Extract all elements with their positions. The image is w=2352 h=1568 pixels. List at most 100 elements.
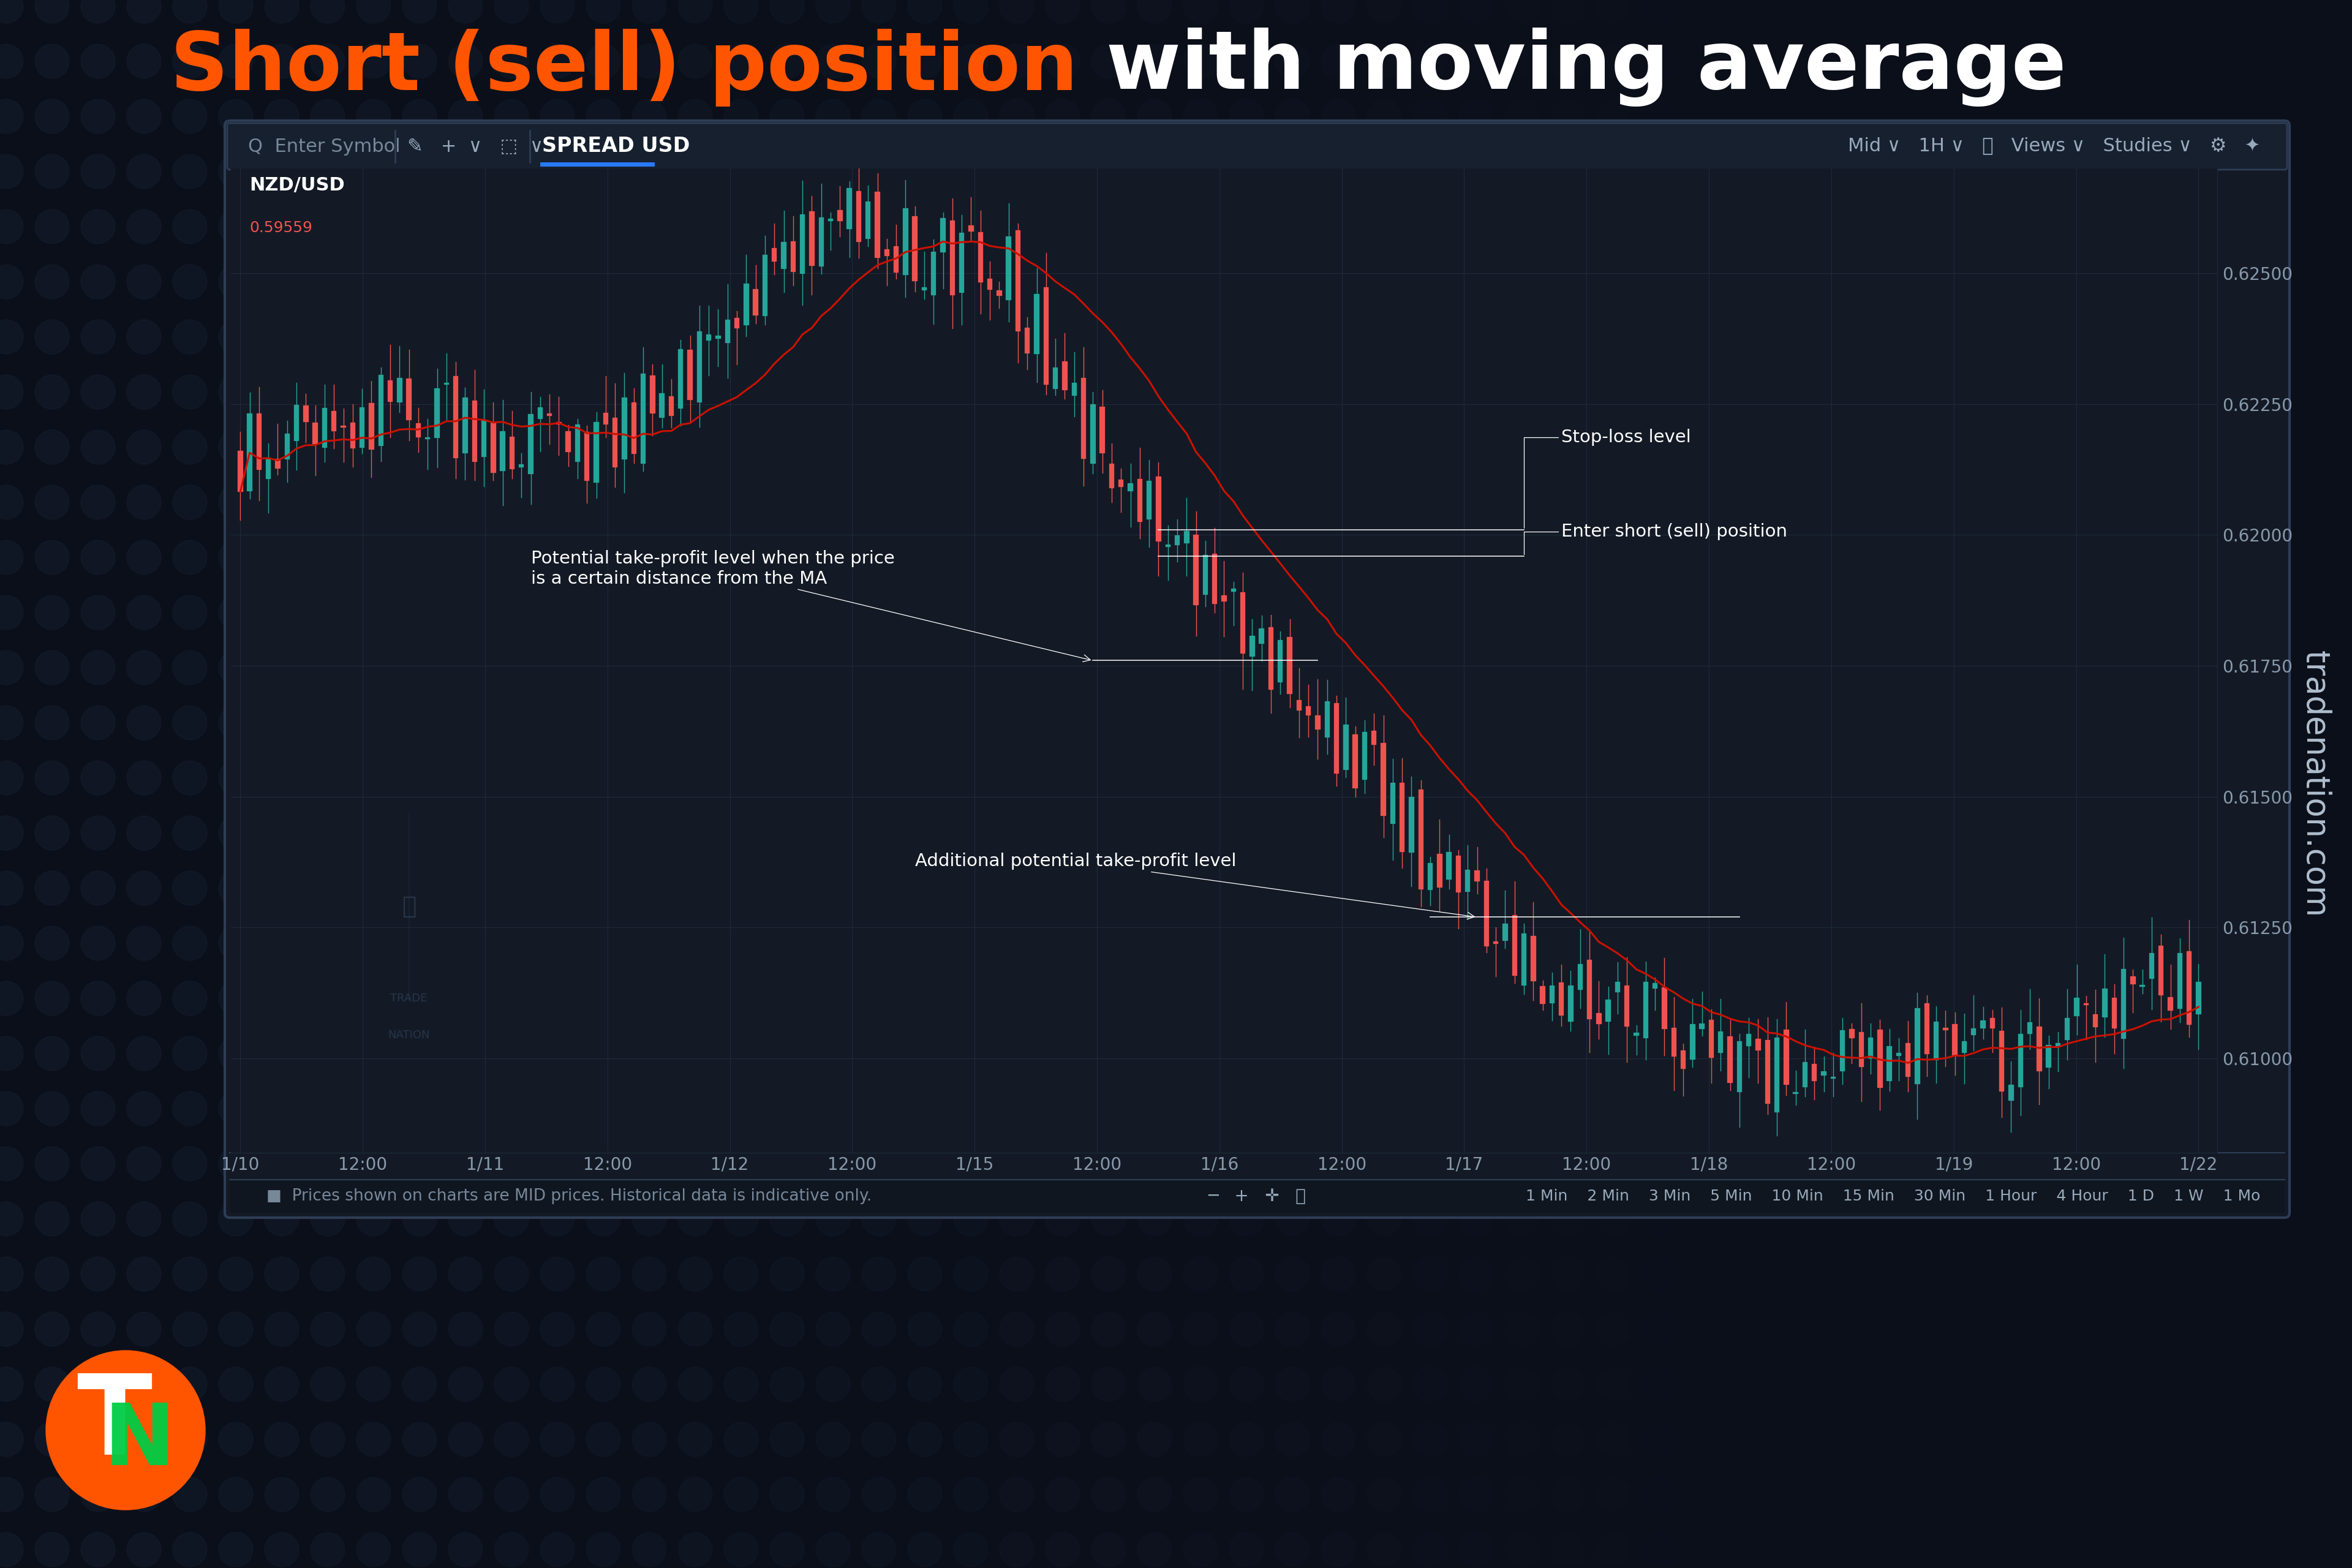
Circle shape — [1642, 320, 1677, 354]
Circle shape — [1642, 1422, 1677, 1457]
Circle shape — [1505, 760, 1538, 795]
Text: Q  Enter Symbol: Q Enter Symbol — [247, 138, 400, 155]
Circle shape — [953, 1258, 988, 1290]
Circle shape — [127, 1477, 160, 1512]
Circle shape — [816, 982, 849, 1016]
Circle shape — [1642, 1312, 1677, 1347]
Bar — [875, 191, 880, 257]
Circle shape — [677, 1477, 713, 1512]
Circle shape — [449, 430, 482, 464]
Circle shape — [0, 154, 24, 188]
Circle shape — [80, 99, 115, 133]
Circle shape — [1183, 485, 1218, 519]
Circle shape — [861, 1312, 896, 1347]
Circle shape — [1367, 760, 1402, 795]
Circle shape — [80, 1091, 115, 1126]
Circle shape — [449, 541, 482, 574]
Bar — [677, 348, 682, 409]
Circle shape — [1275, 870, 1310, 905]
Circle shape — [1414, 154, 1446, 188]
Circle shape — [586, 485, 621, 519]
Bar — [1541, 986, 1545, 1004]
Circle shape — [0, 210, 24, 243]
Circle shape — [1275, 1036, 1310, 1071]
Circle shape — [1000, 320, 1035, 354]
Circle shape — [1550, 430, 1585, 464]
Circle shape — [1550, 44, 1585, 78]
Circle shape — [677, 485, 713, 519]
Circle shape — [1505, 1201, 1538, 1236]
Bar — [1446, 851, 1451, 880]
Circle shape — [677, 1312, 713, 1347]
Circle shape — [1138, 927, 1171, 960]
Circle shape — [769, 870, 804, 905]
Circle shape — [1138, 982, 1171, 1016]
Circle shape — [402, 265, 437, 299]
Circle shape — [494, 815, 529, 850]
Circle shape — [953, 982, 988, 1016]
Circle shape — [677, 815, 713, 850]
Circle shape — [80, 0, 115, 24]
Circle shape — [1597, 430, 1630, 464]
Circle shape — [1414, 1146, 1446, 1181]
Circle shape — [953, 44, 988, 78]
Bar — [1736, 1041, 1743, 1093]
Circle shape — [0, 651, 24, 685]
Bar — [1522, 933, 1526, 986]
Circle shape — [1183, 1477, 1218, 1512]
Circle shape — [908, 265, 943, 299]
Circle shape — [1275, 430, 1310, 464]
Circle shape — [953, 1367, 988, 1402]
Bar — [762, 256, 767, 317]
Circle shape — [1505, 982, 1538, 1016]
Bar — [2159, 946, 2164, 996]
Circle shape — [1230, 1367, 1263, 1402]
Circle shape — [1138, 596, 1171, 630]
Circle shape — [1091, 0, 1127, 24]
Bar — [1952, 1024, 1957, 1055]
Bar — [630, 403, 637, 455]
Circle shape — [1642, 485, 1677, 519]
Bar — [913, 216, 917, 281]
Circle shape — [494, 1146, 529, 1181]
Circle shape — [1414, 541, 1446, 574]
Circle shape — [35, 265, 68, 299]
Circle shape — [769, 1477, 804, 1512]
Bar — [931, 251, 936, 295]
Bar — [847, 188, 851, 229]
Circle shape — [1138, 1422, 1171, 1457]
Circle shape — [908, 485, 943, 519]
Circle shape — [1367, 1312, 1402, 1347]
Circle shape — [1550, 1146, 1585, 1181]
Circle shape — [172, 44, 207, 78]
Bar — [1202, 555, 1209, 594]
Circle shape — [263, 154, 299, 188]
Circle shape — [541, 210, 574, 243]
Bar — [1663, 988, 1668, 1029]
Circle shape — [1047, 1312, 1080, 1347]
Circle shape — [1367, 1367, 1402, 1402]
Circle shape — [1505, 485, 1538, 519]
Bar — [809, 212, 814, 265]
Circle shape — [1183, 1312, 1218, 1347]
Circle shape — [724, 596, 757, 630]
Circle shape — [816, 44, 849, 78]
Circle shape — [816, 596, 849, 630]
Text: Stop-loss level: Stop-loss level — [1524, 428, 1691, 528]
Circle shape — [1322, 651, 1355, 685]
Text: with moving average: with moving average — [1077, 28, 2067, 107]
Bar — [1625, 985, 1630, 1027]
Circle shape — [953, 1036, 988, 1071]
Circle shape — [80, 1422, 115, 1457]
Circle shape — [586, 375, 621, 409]
Circle shape — [0, 1091, 24, 1126]
Circle shape — [310, 1258, 346, 1290]
Bar — [510, 437, 515, 469]
Circle shape — [263, 982, 299, 1016]
Bar — [2187, 952, 2192, 1024]
Circle shape — [677, 651, 713, 685]
Circle shape — [1414, 596, 1446, 630]
Circle shape — [1047, 1367, 1080, 1402]
Circle shape — [1000, 651, 1035, 685]
Bar — [1783, 1030, 1790, 1085]
